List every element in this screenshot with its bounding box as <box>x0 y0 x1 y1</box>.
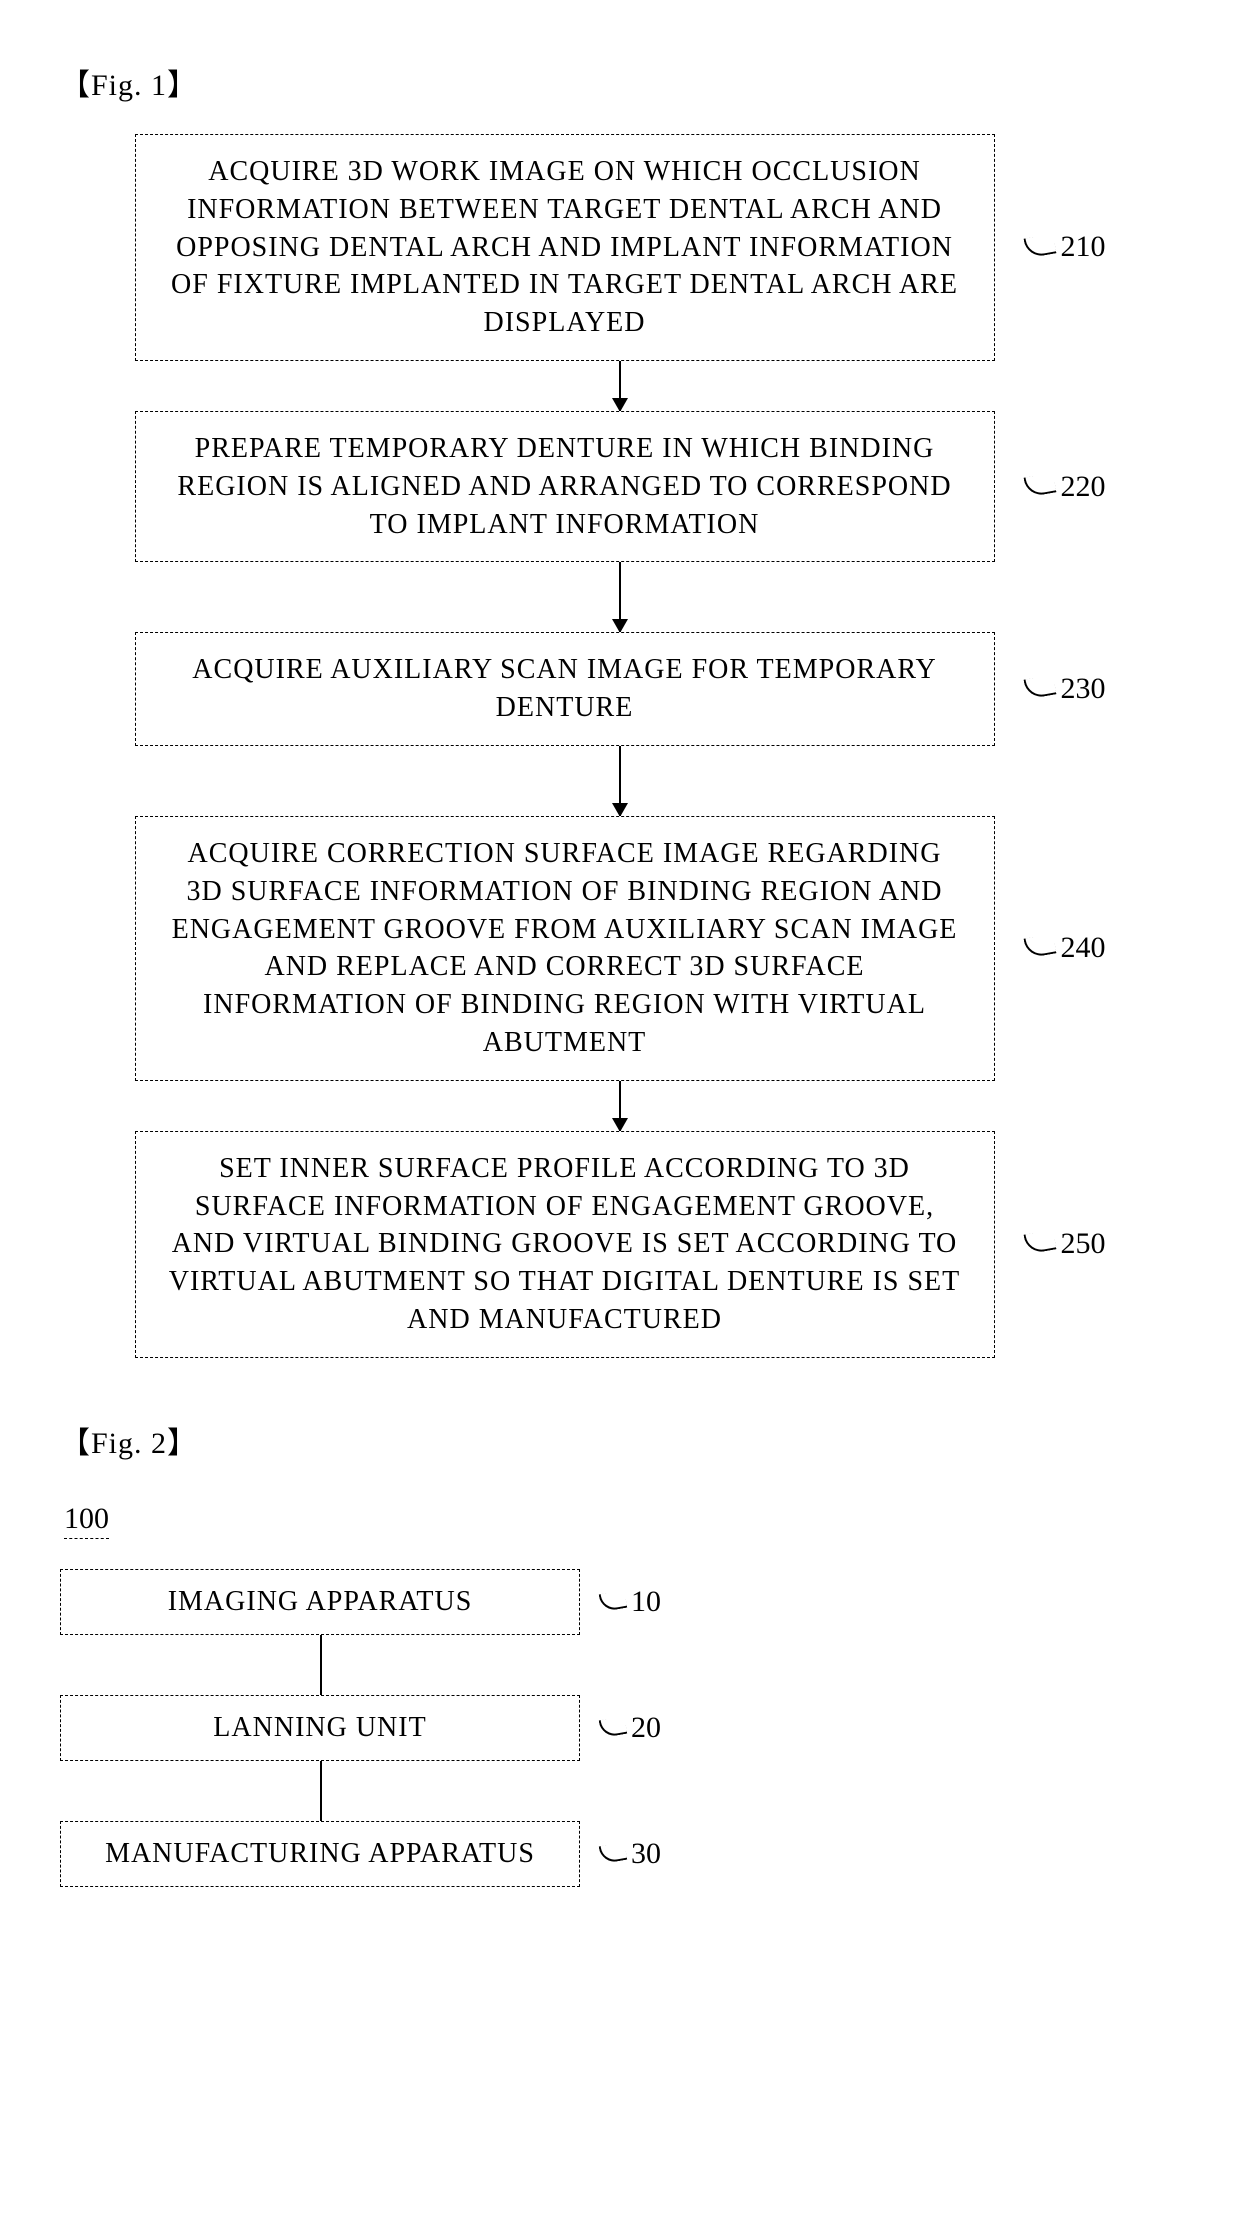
fig2-block-diagram: 100 IMAGING APPARATUS 10 LANNING UNIT 20… <box>60 1492 1180 1887</box>
step-row: ACQUIRE CORRECTION SURFACE IMAGE REGARDI… <box>60 816 1180 1081</box>
system-ref-100: 100 <box>64 1502 109 1539</box>
step-ref-230: 230 <box>1025 672 1106 706</box>
arrow-icon <box>619 746 621 816</box>
arrow-icon <box>619 562 621 632</box>
step-row: ACQUIRE AUXILIARY SCAN IMAGE FOR TEMPORA… <box>60 632 1180 746</box>
connector-line <box>320 1761 322 1821</box>
block-lanning-unit: LANNING UNIT <box>60 1695 580 1761</box>
step-ref-240: 240 <box>1025 931 1106 965</box>
arrow-icon <box>619 361 621 411</box>
step-ref-250: 250 <box>1025 1227 1106 1261</box>
fig2-label: 【Fig. 2】 <box>60 1418 1180 1462</box>
connector-line <box>320 1635 322 1695</box>
block-row: MANUFACTURING APPARATUS 30 <box>60 1821 661 1887</box>
step-ref-220: 220 <box>1025 470 1106 504</box>
arrow-icon <box>619 1081 621 1131</box>
step-row: ACQUIRE 3D WORK IMAGE ON WHICH OCCLUSION… <box>60 134 1180 361</box>
step-box-210: ACQUIRE 3D WORK IMAGE ON WHICH OCCLUSION… <box>135 134 995 361</box>
step-box-240: ACQUIRE CORRECTION SURFACE IMAGE REGARDI… <box>135 816 995 1081</box>
block-ref-20: 20 <box>600 1711 661 1745</box>
step-row: PREPARE TEMPORARY DENTURE IN WHICH BINDI… <box>60 411 1180 562</box>
block-manufacturing-apparatus: MANUFACTURING APPARATUS <box>60 1821 580 1887</box>
block-imaging-apparatus: IMAGING APPARATUS <box>60 1569 580 1635</box>
fig1-label: 【Fig. 1】 <box>60 60 1180 104</box>
step-ref-210: 210 <box>1025 230 1106 264</box>
fig1-flowchart: ACQUIRE 3D WORK IMAGE ON WHICH OCCLUSION… <box>60 134 1180 1358</box>
block-row: LANNING UNIT 20 <box>60 1695 661 1761</box>
step-box-220: PREPARE TEMPORARY DENTURE IN WHICH BINDI… <box>135 411 995 562</box>
step-box-230: ACQUIRE AUXILIARY SCAN IMAGE FOR TEMPORA… <box>135 632 995 746</box>
step-row: SET INNER SURFACE PROFILE ACCORDING TO 3… <box>60 1131 1180 1358</box>
block-ref-10: 10 <box>600 1585 661 1619</box>
block-ref-30: 30 <box>600 1837 661 1871</box>
block-row: IMAGING APPARATUS 10 <box>60 1569 661 1635</box>
step-box-250: SET INNER SURFACE PROFILE ACCORDING TO 3… <box>135 1131 995 1358</box>
